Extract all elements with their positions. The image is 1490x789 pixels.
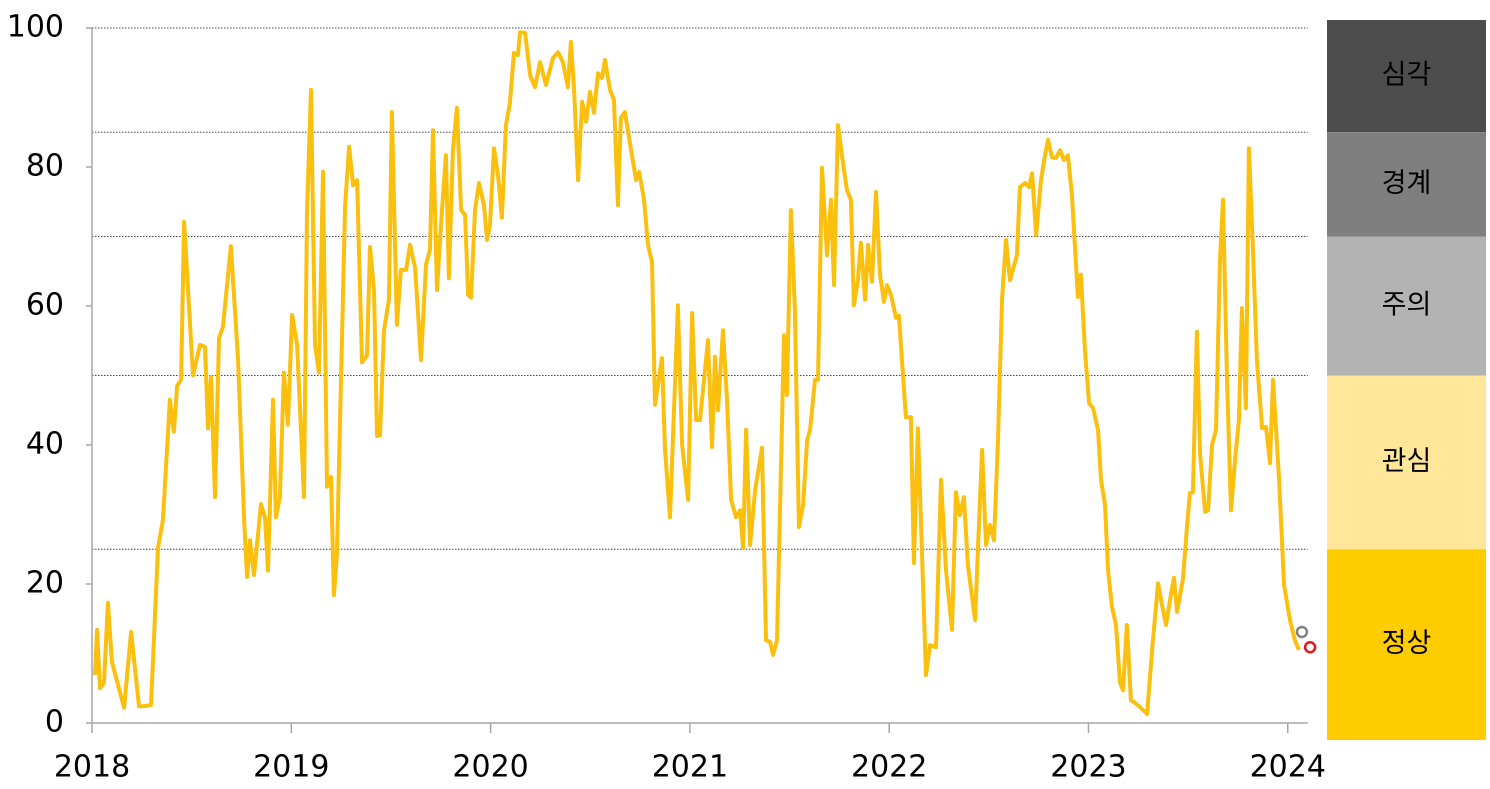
x-tick-label: 2019 bbox=[253, 750, 329, 785]
x-tick-label: 2023 bbox=[1050, 750, 1126, 785]
y-tick-label: 80 bbox=[26, 149, 64, 184]
y-tick-label: 100 bbox=[7, 10, 64, 45]
x-tick-label: 2018 bbox=[54, 750, 130, 785]
band-label: 정상 bbox=[1382, 628, 1432, 659]
y-tick-label: 20 bbox=[26, 566, 64, 601]
marker bbox=[1303, 640, 1317, 654]
x-tick-label: 2020 bbox=[452, 750, 528, 785]
band-label: 심각 bbox=[1382, 60, 1432, 91]
data-line bbox=[93, 30, 1301, 716]
band bbox=[1327, 20, 1486, 133]
x-tick-label: 2022 bbox=[851, 750, 927, 785]
y-tick-label: 0 bbox=[45, 705, 64, 740]
band bbox=[1327, 132, 1486, 237]
x-tick-label: 2024 bbox=[1250, 750, 1326, 785]
band-label: 주의 bbox=[1382, 290, 1432, 321]
band-label: 경계 bbox=[1382, 168, 1432, 199]
band bbox=[1327, 236, 1486, 376]
marker bbox=[1295, 625, 1309, 639]
y-tick-label: 40 bbox=[26, 427, 64, 462]
band bbox=[1327, 549, 1486, 740]
band bbox=[1327, 375, 1486, 550]
band-label: 관심 bbox=[1382, 446, 1432, 477]
x-tick-label: 2021 bbox=[652, 750, 728, 785]
y-tick-label: 60 bbox=[26, 288, 64, 323]
